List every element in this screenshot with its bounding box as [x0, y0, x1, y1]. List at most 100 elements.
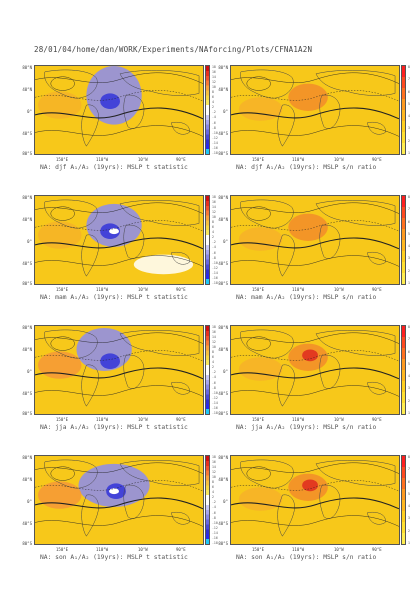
latitude-label: 40°N [22, 87, 32, 92]
panel-caption: NA: djf A₁/A₂ (19yrs): MSLP t statistic [40, 164, 188, 171]
coastline [277, 494, 295, 537]
colorbar-tick-label: -10 [212, 260, 218, 265]
coastline [123, 484, 145, 519]
latitude-label: 40°N [22, 217, 32, 222]
contour-line [231, 202, 399, 214]
contour-line [35, 497, 203, 510]
colorbar-tick-label: 12 [212, 470, 216, 475]
contour-line [35, 515, 203, 527]
colorbar-tick-label: 7 [408, 77, 410, 82]
colorbar-tick-label: 2 [408, 138, 410, 143]
map-area [34, 195, 204, 285]
colorbar-tick-label: 12 [212, 340, 216, 345]
latitude-label: 0° [223, 499, 228, 504]
longitude-label: 90°E [372, 157, 382, 162]
colorbar-tick-label: -14 [212, 400, 218, 405]
coastline [367, 512, 386, 525]
panel-caption: NA: jja A₁/A₂ (19yrs): MSLP t statistic [40, 424, 188, 431]
latitude-label: 0° [27, 499, 32, 504]
colorbar-tick-label: 4 [212, 100, 214, 105]
colorbar-tick-label: -6 [212, 510, 216, 515]
contour-line [231, 72, 399, 84]
colorbar-tick-label: 4 [212, 490, 214, 495]
coastline [277, 234, 295, 277]
latitude-label: 80°S [22, 151, 32, 156]
coastline [171, 122, 190, 135]
moderate-ratio-region [238, 487, 283, 511]
anomaly-core [109, 488, 119, 495]
snr-colorbar [401, 455, 406, 545]
colorbar-tick-label: -16 [212, 145, 218, 150]
colorbar-tick-label: 2 [212, 235, 214, 240]
page-header-path: 28/01/04/home/dan/WORK/Experiments/NAfor… [34, 45, 313, 54]
colorbar-tick-label: 10 [212, 215, 216, 220]
colorbar-tick-label: 14 [212, 335, 216, 340]
longitude-label: 150°E [252, 547, 265, 552]
coastline [277, 364, 295, 407]
latitude-label: 40°N [218, 347, 228, 352]
longitude-label: 110°W [292, 287, 305, 292]
coastline [81, 494, 99, 537]
colorbar-ticks: 18 16 14 12 10 8 6 4 2 -2 -4 -6 -8 -10 -12 -14 -16 -18 [212, 325, 224, 415]
positive-anomaly-region [37, 91, 82, 119]
colorbar-tick-label: -12 [212, 135, 218, 140]
contour-line [231, 497, 399, 510]
coastline [119, 460, 200, 486]
contour-line [231, 237, 399, 250]
longitude-label: 110°W [292, 417, 305, 422]
coastline [81, 234, 99, 277]
coastline [44, 459, 98, 489]
snr-colorbar [401, 325, 406, 415]
latitude-label: 0° [223, 369, 228, 374]
colorbar-tick-label: 18 [212, 195, 216, 199]
map-svg [231, 459, 399, 537]
contour-line [231, 367, 399, 380]
colorbar-ticks: 8 7 6 5 4 3 2 1 [408, 325, 416, 415]
latitude-label: 80°S [22, 411, 32, 416]
contour-line [35, 107, 203, 120]
panel-son-snr: 80°N 40°N 0° 40°S 80°S 150°E 110°W 10°W 90°E NA: … [218, 455, 410, 565]
colorbar-tick-label: -12 [212, 395, 218, 400]
colorbar-tick-label: -4 [212, 245, 216, 250]
colorbar-tick-label: 2 [408, 268, 410, 273]
coastline [123, 224, 145, 259]
snr-colorbar [401, 65, 406, 155]
colorbar-tick-label: 4 [408, 114, 410, 119]
latitude-label: 0° [223, 239, 228, 244]
colorbar-tick-label: -6 [212, 250, 216, 255]
contour-line [246, 76, 271, 91]
anomaly-core [109, 228, 119, 235]
coastline [240, 199, 294, 229]
colorbar-tick-label: -10 [212, 390, 218, 395]
latitude-label: 80°N [218, 455, 228, 460]
contour-line [35, 125, 203, 137]
latitude-label: 0° [27, 239, 32, 244]
map-area [230, 455, 400, 545]
colorbar-tick-label: 6 [408, 219, 410, 224]
coastline [81, 364, 99, 407]
colorbar-tick-label: 8 [408, 455, 410, 459]
latitude-label: 40°N [218, 87, 228, 92]
coastline [44, 69, 98, 99]
contour-line [35, 332, 203, 344]
neutral-region [133, 254, 194, 275]
panel-djf-tstat: 80°N 40°N 0° 40°S 80°S 150°E 110°W 10°W 90°E NA: … [22, 65, 218, 175]
colorbar-tick-label: 3 [408, 126, 410, 131]
colorbar-tick-label: 10 [212, 475, 216, 480]
latitude-label: 80°S [22, 541, 32, 546]
longitude-label: 10°W [334, 547, 344, 552]
latitude-label: 80°N [22, 195, 32, 200]
contour-line [50, 336, 75, 351]
longitude-label: 10°W [138, 547, 148, 552]
coastline [319, 224, 341, 259]
colorbar-tick-label: -2 [212, 500, 216, 505]
contour-line [35, 237, 203, 250]
latitude-label: 40°S [218, 391, 228, 396]
contour-line [246, 336, 271, 351]
colorbar-tick-label: -14 [212, 140, 218, 145]
colorbar-tick-label: -8 [212, 515, 216, 520]
longitude-label: 110°W [292, 157, 305, 162]
coastline [240, 459, 294, 489]
coastline [240, 69, 294, 99]
panel-caption: NA: djf A₁/A₂ (19yrs): MSLP s/n ratio [236, 164, 377, 171]
